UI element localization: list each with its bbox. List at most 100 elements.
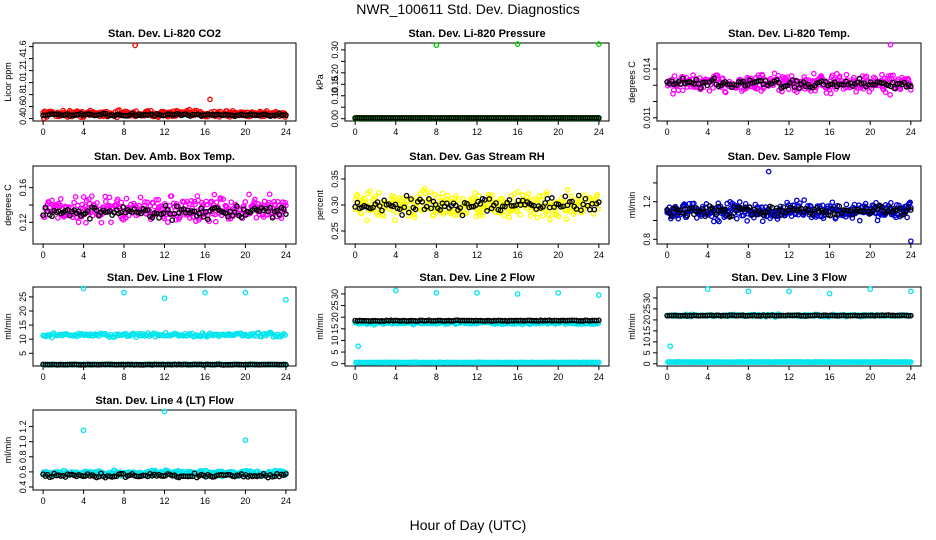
x-tick-label: 20 [240, 127, 250, 137]
x-tick-label: 4 [705, 127, 710, 137]
data-point [836, 203, 843, 210]
data-point [582, 195, 589, 202]
data-point [744, 82, 751, 88]
data-point [825, 203, 831, 209]
data-point [430, 212, 437, 219]
y-tick-label: 5 [18, 351, 28, 356]
series-all [40, 408, 289, 480]
data-point [439, 190, 446, 197]
data-point [843, 71, 850, 78]
data-point [778, 212, 785, 218]
data-point [759, 218, 766, 225]
chart-title: Stan. Dev. Line 2 Flow [419, 272, 535, 284]
data-point [264, 211, 271, 218]
data-point [376, 189, 382, 196]
data-point [890, 72, 896, 79]
data-point [675, 215, 682, 222]
data-point [354, 199, 361, 206]
data-point [519, 192, 526, 198]
series-all [352, 41, 602, 122]
data-point [549, 195, 555, 201]
series-selected [40, 202, 289, 223]
y-tick-label: 1.0 [18, 76, 28, 89]
data-point [89, 212, 96, 219]
data-point [93, 207, 100, 214]
y-tick-label: 10 [18, 334, 28, 344]
data-point [238, 214, 245, 221]
outlier-point [161, 408, 168, 415]
data-point [256, 472, 263, 479]
data-point [443, 200, 450, 207]
data-point [733, 215, 740, 222]
data-point [452, 202, 459, 209]
data-point [246, 191, 252, 198]
data-point [282, 199, 288, 206]
data-point [713, 211, 720, 217]
x-tick-label: 16 [825, 250, 835, 260]
x-tick-label: 20 [240, 250, 250, 260]
x-tick-label: 20 [240, 372, 250, 382]
y-axis-label: ml/min [627, 192, 637, 219]
chart-title: Stan. Dev. Sample Flow [728, 151, 851, 163]
chart-title: Stan. Dev. Gas Stream RH [409, 151, 545, 163]
data-point [575, 192, 582, 199]
x-tick-label: 20 [553, 372, 563, 382]
x-tick-label: 12 [159, 250, 169, 260]
data-point [595, 199, 602, 206]
y-tick-label: 15 [642, 326, 652, 336]
y-tick-label: 15 [330, 324, 340, 334]
data-point [700, 79, 706, 86]
data-point [532, 196, 538, 202]
outlier-point [132, 42, 139, 49]
data-point [774, 216, 781, 222]
data-point [714, 72, 721, 79]
data-point [755, 78, 762, 84]
y-axis-label: percent [315, 189, 325, 220]
x-axis-label: Hour of Day (UTC) [409, 517, 527, 533]
outlier-point [433, 42, 440, 49]
x-tick-label: 0 [665, 372, 670, 382]
y-tick-label: 0.4 [18, 112, 28, 125]
x-tick-label: 20 [865, 372, 875, 382]
outlier-point [433, 289, 440, 296]
x-tick-label: 4 [81, 250, 86, 260]
data-point [759, 72, 766, 79]
data-point [138, 210, 144, 217]
outlier-point [887, 41, 894, 48]
data-point [506, 197, 513, 203]
x-tick-label: 12 [472, 372, 482, 382]
series-selected [352, 115, 602, 121]
outlier-point [826, 290, 833, 297]
data-point [907, 199, 913, 206]
y-tick-label: 0.4 [18, 481, 28, 494]
data-point [800, 79, 807, 85]
data-point [169, 217, 176, 223]
data-point [200, 213, 207, 220]
x-tick-label: 12 [159, 127, 169, 137]
data-point [904, 214, 910, 221]
data-point [838, 81, 845, 88]
data-point [83, 219, 89, 226]
x-tick-label: 4 [705, 250, 710, 260]
data-point [540, 212, 547, 219]
data-point [187, 215, 193, 221]
data-point [907, 204, 914, 211]
data-point [282, 332, 288, 338]
x-tick-label: 12 [472, 250, 482, 260]
data-point [852, 206, 858, 213]
x-tick-label: 12 [784, 127, 794, 137]
data-point [690, 72, 696, 79]
data-point [506, 214, 513, 221]
data-point [401, 204, 408, 211]
outlier-point [80, 285, 87, 292]
series-all [40, 42, 289, 122]
outlier-point [867, 286, 874, 293]
y-axis-label: degrees C [3, 184, 13, 226]
chart-title: Stan. Dev. Li-820 CO2 [108, 28, 221, 40]
y-axis-label: degrees C [627, 61, 637, 103]
data-point [796, 200, 803, 207]
data-point [544, 189, 550, 196]
data-point [198, 205, 205, 212]
y-tick-label: 1.2 [642, 195, 652, 208]
